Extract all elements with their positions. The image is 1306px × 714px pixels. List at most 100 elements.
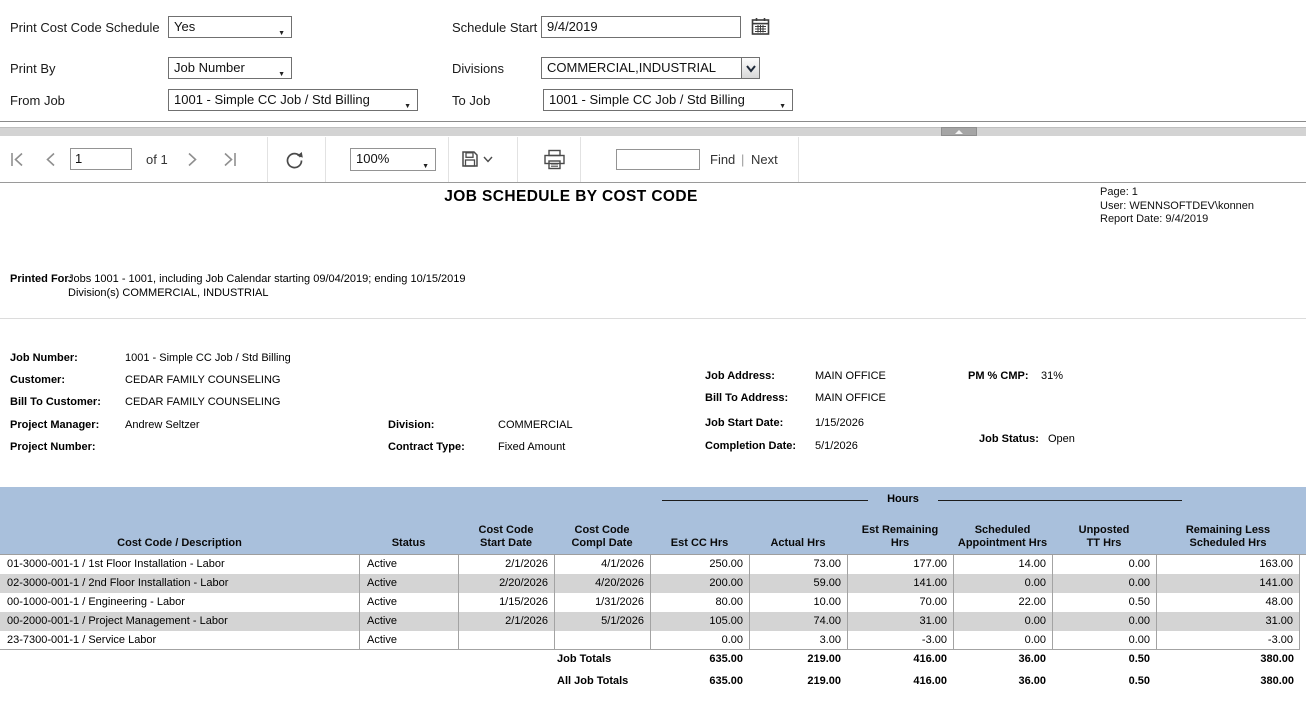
print-cost-code-schedule-select[interactable]: Yes ▼ — [168, 16, 292, 38]
table-cell: 0.00 — [1052, 574, 1156, 593]
column-header: Unposted TT Hrs — [1052, 524, 1156, 550]
find-button[interactable]: Find — [710, 152, 736, 167]
next-page-icon[interactable] — [186, 152, 198, 167]
table-cell: 1/15/2026 — [458, 593, 554, 612]
column-header-line: Cost Code — [574, 524, 630, 536]
refresh-icon[interactable] — [284, 149, 305, 170]
column-header-line: Actual Hrs — [770, 537, 826, 549]
calendar-icon[interactable] — [751, 17, 770, 36]
to-job-value: 1001 - Simple CC Job / Std Billing — [549, 92, 745, 107]
schedule-start-input[interactable]: 9/4/2019 — [541, 16, 741, 38]
print-by-select[interactable]: Job Number ▼ — [168, 57, 292, 79]
column-header-line: Compl Date — [571, 537, 633, 549]
user-meta: User: WENNSOFTDEV\konnen — [1100, 199, 1255, 212]
table-cell: 0.00 — [953, 574, 1052, 593]
job-start-date-value: 1/15/2026 — [815, 417, 864, 429]
column-header-line: Start Date — [480, 537, 532, 549]
table-cell: 0.00 — [650, 631, 749, 650]
column-header: Est CC Hrs — [650, 537, 749, 550]
cost-code-table: Hours Cost Code / Description Status Cost … — [0, 487, 1306, 714]
table-cell: 2/1/2026 — [458, 555, 554, 574]
print-icon[interactable] — [543, 149, 566, 170]
column-header: Cost Code Compl Date — [554, 524, 650, 550]
splitter-collapse-handle[interactable] — [941, 127, 977, 136]
printed-for-label: Printed For: — [10, 273, 73, 285]
table-cell: 0.00 — [953, 631, 1052, 650]
job-address-value: MAIN OFFICE — [815, 370, 886, 382]
table-cell: 23-7300-001-1 / Service Labor — [7, 634, 157, 646]
section-divider — [0, 318, 1306, 319]
column-header-line: Est Remaining — [861, 524, 939, 536]
table-cell: Active — [359, 631, 458, 650]
table-cell: 1/31/2026 — [554, 593, 650, 612]
chevron-down-icon: ▼ — [278, 71, 285, 78]
column-header: Est Remaining Hrs — [847, 524, 953, 550]
table-cell: 00-2000-001-1 / Project Management - Lab… — [7, 615, 228, 627]
table-cell: 0.00 — [1052, 631, 1156, 650]
column-header-line: Hrs — [890, 537, 910, 549]
toolbar-separator — [580, 137, 581, 182]
column-header-line: TT Hrs — [1086, 537, 1122, 549]
table-row: 23-7300-001-1 / Service Labor Active 0.00 3… — [0, 631, 1300, 650]
table-cell: 0.00 — [1052, 612, 1156, 631]
totals-label: Job Totals — [557, 653, 612, 665]
zoom-select[interactable]: 100% ▼ — [350, 148, 436, 171]
column-header: Actual Hrs — [749, 537, 847, 550]
table-cell: 3.00 — [749, 631, 847, 650]
from-job-select[interactable]: 1001 - Simple CC Job / Std Billing ▼ — [168, 89, 418, 111]
table-row: 02-3000-001-1 / 2nd Floor Installation -… — [0, 574, 1300, 593]
table-cell: 141.00 — [1156, 574, 1300, 593]
table-cell: Active — [359, 612, 458, 631]
first-page-icon[interactable] — [9, 152, 26, 167]
chevron-down-icon: ▼ — [278, 30, 285, 37]
table-cell: 2/20/2026 — [458, 574, 554, 593]
project-number-label: Project Number: — [10, 441, 96, 453]
report-toolbar: 1 of 1 100% ▼ — [0, 137, 1306, 183]
panel-divider — [0, 121, 1306, 122]
save-icon[interactable] — [461, 150, 479, 168]
to-job-select[interactable]: 1001 - Simple CC Job / Std Billing ▼ — [543, 89, 793, 111]
printed-for-line1: Jobs 1001 - 1001, including Job Calendar… — [68, 273, 466, 285]
find-input[interactable] — [616, 149, 700, 170]
customer-value: CEDAR FAMILY COUNSELING — [125, 374, 281, 386]
next-button[interactable]: Next — [751, 152, 778, 167]
schedule-start-value: 9/4/2019 — [547, 19, 598, 34]
column-header-line: Remaining Less — [1185, 524, 1271, 536]
table-cell: 0.50 — [1052, 593, 1156, 612]
from-job-label: From Job — [10, 93, 65, 108]
bill-to-customer-value: CEDAR FAMILY COUNSELING — [125, 396, 281, 408]
last-page-icon[interactable] — [221, 152, 238, 167]
divisions-label: Divisions — [452, 61, 505, 76]
job-number-value: 1001 - Simple CC Job / Std Billing — [125, 352, 291, 364]
table-cell: 73.00 — [749, 555, 847, 574]
schedule-start-label: Schedule Start — [452, 20, 538, 35]
table-cell: Active — [359, 555, 458, 574]
contract-type-value: Fixed Amount — [498, 441, 566, 453]
divisions-value: COMMERCIAL,INDUSTRIAL — [547, 60, 717, 75]
totals-value: 0.50 — [1128, 675, 1150, 687]
totals-value: 635.00 — [709, 653, 743, 665]
bill-to-customer-label: Bill To Customer: — [10, 396, 101, 408]
print-by-label: Print By — [10, 61, 56, 76]
completion-date-label: Completion Date: — [705, 440, 797, 452]
divisions-input[interactable]: COMMERCIAL,INDUSTRIAL — [541, 57, 742, 79]
table-cell: 59.00 — [749, 574, 847, 593]
save-menu-chevron-down-icon[interactable] — [483, 156, 493, 163]
column-header-line: Scheduled Hrs — [1189, 537, 1267, 549]
table-cell: 70.00 — [847, 593, 953, 612]
splitter-bar[interactable] — [0, 127, 1306, 136]
table-cell: -3.00 — [1156, 631, 1300, 650]
table-cell: 31.00 — [1156, 612, 1300, 631]
from-job-value: 1001 - Simple CC Job / Std Billing — [174, 92, 370, 107]
print-cost-code-schedule-label: Print Cost Code Schedule — [10, 20, 160, 35]
table-cell: 80.00 — [650, 593, 749, 612]
page-number-input[interactable]: 1 — [70, 148, 132, 170]
previous-page-icon[interactable] — [45, 152, 57, 167]
customer-label: Customer: — [10, 374, 66, 386]
table-cell: 163.00 — [1156, 555, 1300, 574]
job-number-label: Job Number: — [10, 352, 78, 364]
divisions-dropdown-button[interactable] — [742, 57, 760, 79]
column-header-line: Scheduled — [974, 524, 1031, 536]
table-cell: 0.00 — [1052, 555, 1156, 574]
